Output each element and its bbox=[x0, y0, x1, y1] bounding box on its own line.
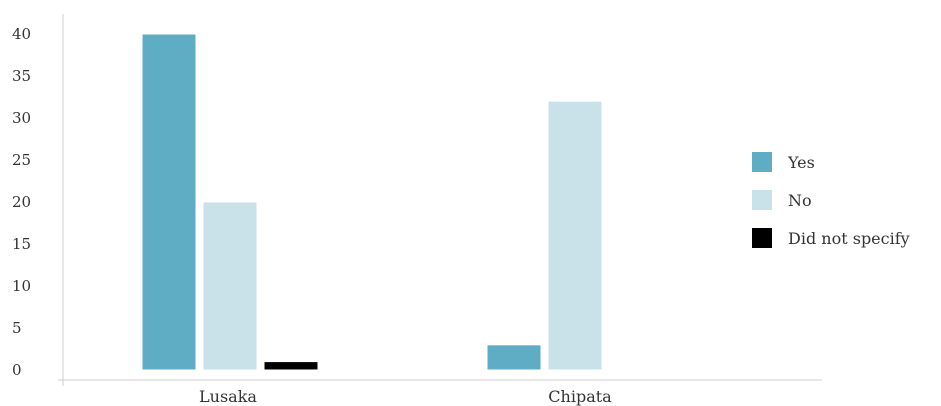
x-axis-categories: Lusaka Chipata bbox=[199, 387, 612, 406]
legend-swatch-yes bbox=[752, 152, 772, 172]
legend-label: No bbox=[788, 191, 812, 210]
bars bbox=[141, 33, 603, 371]
y-tick-label: 20 bbox=[12, 193, 31, 211]
y-tick-label: 10 bbox=[12, 277, 31, 295]
y-tick-label: 0 bbox=[12, 361, 22, 379]
axes bbox=[58, 14, 822, 386]
y-tick-label: 35 bbox=[12, 67, 31, 85]
legend-label: Yes bbox=[787, 153, 815, 172]
x-category-label: Chipata bbox=[548, 387, 612, 406]
bar-no-chipata bbox=[547, 100, 603, 371]
y-tick-label: 30 bbox=[12, 109, 31, 127]
y-tick-label: 40 bbox=[12, 25, 31, 43]
y-tick-label: 5 bbox=[12, 319, 22, 337]
y-axis-ticks: 0 5 10 15 20 25 30 35 40 bbox=[12, 25, 31, 379]
legend-label: Did not specify bbox=[788, 229, 910, 248]
legend-swatch-did-not-specify bbox=[752, 228, 772, 248]
bar-yes-lusaka bbox=[141, 33, 197, 371]
bar-no-lusaka bbox=[202, 201, 258, 371]
y-tick-label: 15 bbox=[12, 235, 31, 253]
bar-yes-chipata bbox=[486, 344, 542, 371]
legend-swatch-no bbox=[752, 190, 772, 210]
y-tick-label: 25 bbox=[12, 151, 31, 169]
legend: Yes No Did not specify bbox=[752, 152, 910, 248]
x-category-label: Lusaka bbox=[199, 387, 257, 406]
bar-did-not-specify-lusaka bbox=[263, 361, 319, 371]
